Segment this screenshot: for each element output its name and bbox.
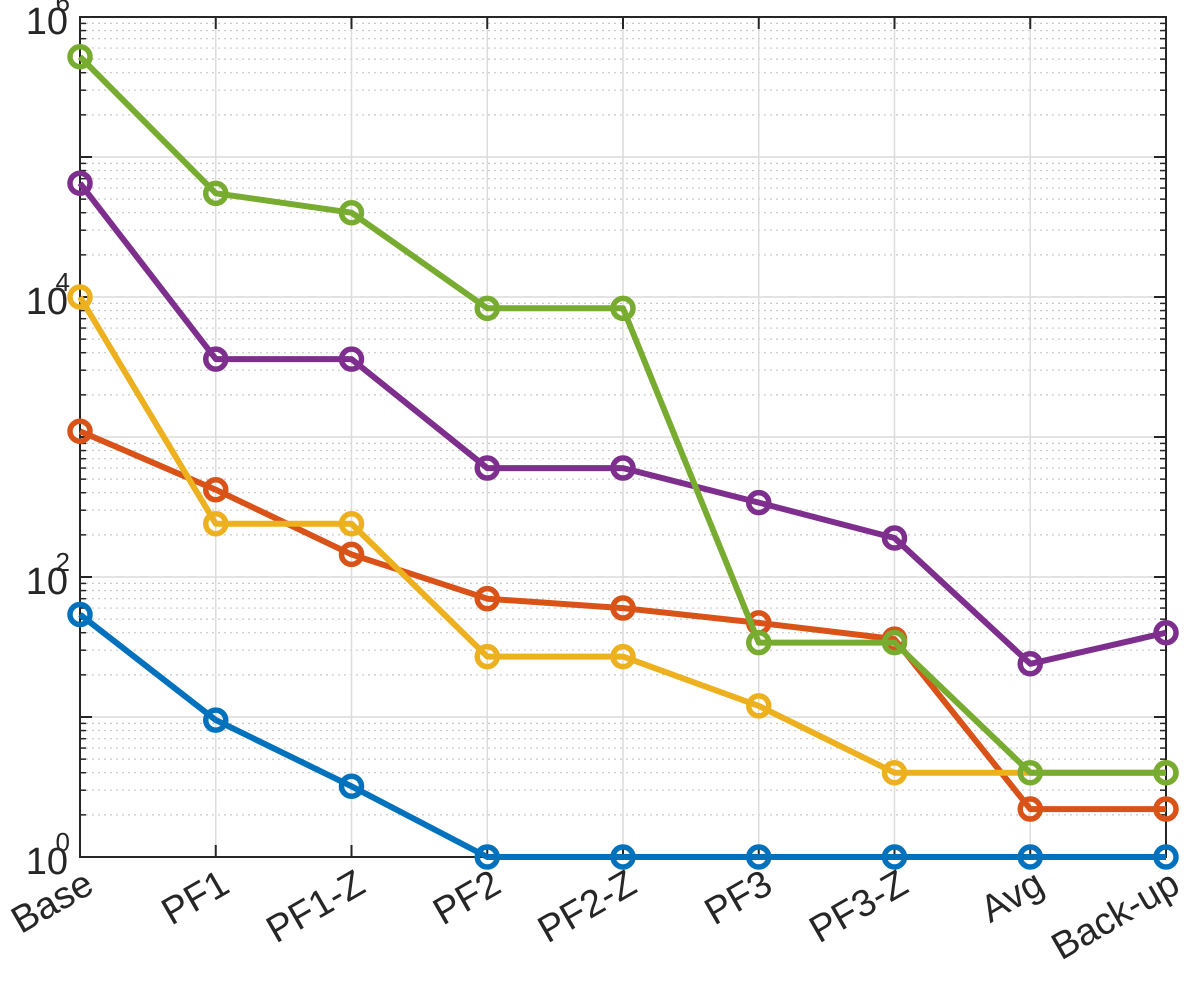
data-point [610,595,636,621]
data-point [338,199,365,226]
x-tick-label: PF1-Z [260,862,372,951]
data-point [746,629,772,656]
data-point [1153,759,1179,786]
data-point [881,525,908,551]
series-line [78,428,1166,813]
x-tick-label: PF1 [155,862,236,933]
data-point [1017,759,1043,786]
data-point [474,844,500,870]
y-tick-exponent: 2 [56,547,70,577]
data-point [67,170,93,196]
data-point [1017,796,1043,822]
data-point [203,511,229,537]
data-point [203,707,229,733]
data-point [610,643,636,670]
series-layer [67,44,1179,870]
data-point [610,455,636,481]
series-line [78,612,1166,860]
data-point [1153,796,1179,822]
x-tick-label: Back-up [1045,862,1187,968]
data-point [67,284,93,310]
data-point [474,643,500,670]
data-point [338,511,365,537]
y-tick-exponent: 4 [56,267,70,297]
data-point [746,693,772,719]
data-point [474,585,500,612]
data-point [881,844,908,870]
data-point [203,346,229,372]
data-point [1153,844,1179,870]
data-point [610,844,636,870]
data-point [746,489,772,516]
series-5 [67,44,1179,786]
data-point [610,295,636,322]
data-point [338,773,365,800]
data-point [474,295,500,322]
series-1 [67,601,1179,870]
x-tick-label: PF3-Z [803,862,915,951]
data-point [203,476,229,503]
series-line [77,295,1166,776]
series-line [77,54,1166,776]
series-line [77,181,1167,667]
data-point [67,601,93,628]
minor-grid [80,22,1166,816]
y-tick-label: 10 [26,561,68,603]
data-point [881,759,908,786]
x-tick-label: PF2 [426,862,507,933]
x-tick-label: PF3 [698,862,779,933]
data-point [203,180,229,207]
data-point [67,418,93,444]
data-point [1017,651,1043,677]
x-tick-label: Avg [974,862,1051,931]
data-point [474,455,500,481]
data-point [1017,844,1043,870]
data-point [67,44,93,70]
data-point [881,629,908,656]
data-point [338,541,365,568]
y-tick-exponent: 6 [56,0,70,17]
series-4 [67,170,1179,677]
y-tick-label: 10 [26,1,68,43]
data-point [1153,619,1179,646]
data-point [746,844,772,870]
data-point [338,346,365,372]
y-tick-exponent: 0 [56,827,70,857]
series-3 [67,284,1179,786]
y-tick-label: 10 [26,281,68,323]
x-tick-label: PF2-Z [531,862,643,951]
y-tick-label: 10 [26,841,68,883]
